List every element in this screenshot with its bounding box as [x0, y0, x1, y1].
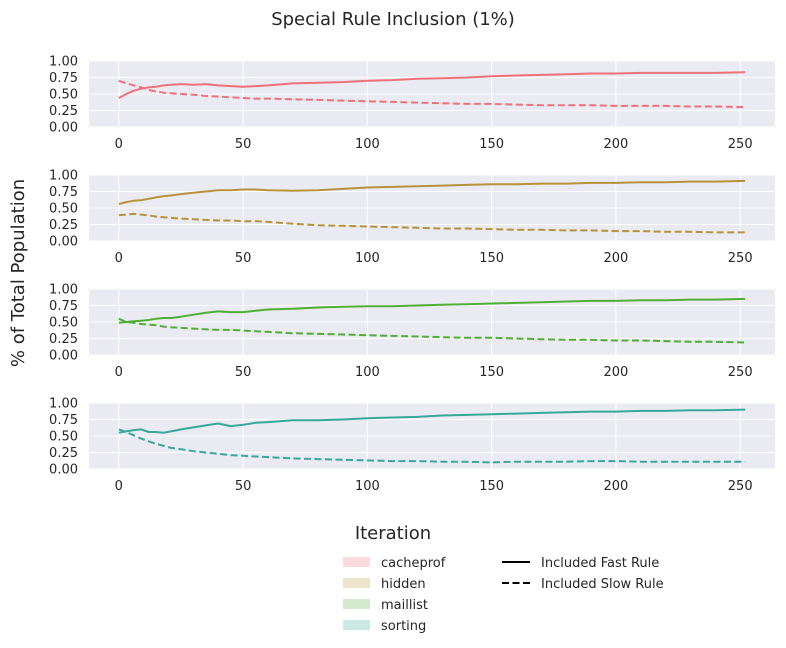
x-tick-label: 0 — [115, 251, 123, 266]
legend-style-dashed: Included Slow Rule — [502, 577, 664, 592]
y-tick-label: 0.75 — [49, 185, 78, 200]
x-tick-label: 50 — [235, 251, 252, 266]
legend-swatch — [343, 620, 370, 630]
y-tick-label: 0.00 — [49, 463, 78, 478]
legend-label: cacheprof — [381, 556, 446, 571]
panel-cacheprof: 0.00 0.250.50 0.751.00 0 50 100 150 200 250 — [49, 55, 775, 152]
y-tick-label: 1.00 — [49, 169, 78, 184]
x-tick-label: 200 — [604, 479, 629, 494]
panel-hidden: 0.00 0.250.50 0.751.00 0 50 100 150 200 250 — [49, 169, 775, 266]
panel-maillist: 0.00 0.250.50 0.751.00 0 50 100 150 200 250 — [49, 283, 775, 380]
x-tick-label: 200 — [604, 137, 629, 152]
x-tick-label: 100 — [355, 251, 380, 266]
x-tick-label: 50 — [235, 137, 252, 152]
legend-style-solid: Included Fast Rule — [502, 556, 659, 571]
y-axis-label: % of Total Population — [8, 179, 29, 367]
y-tick-label: 0.25 — [49, 332, 78, 347]
y-tick-label: 0.00 — [49, 121, 78, 136]
y-tick-label: 0.25 — [49, 104, 78, 119]
legend-label: sorting — [381, 619, 426, 634]
legend-swatch — [343, 578, 370, 588]
legend-swatch — [343, 599, 370, 609]
x-tick-label: 100 — [355, 365, 380, 380]
legend-item-maillist: maillist — [343, 598, 428, 613]
legend-item-cacheprof: cacheprof — [343, 556, 446, 571]
y-tick-label: 0.25 — [49, 446, 78, 461]
series-line-cacheprof-dashed — [118, 79, 746, 109]
y-tick-label: 1.00 — [49, 397, 78, 412]
x-tick-label: 250 — [728, 479, 753, 494]
series-line-sorting-solid — [118, 408, 746, 434]
legend-item-sorting: sorting — [343, 619, 426, 634]
y-tick-label: 0.50 — [49, 88, 78, 103]
x-axis-label: Iteration — [355, 523, 431, 544]
x-tick-label: 100 — [355, 479, 380, 494]
x-tick-label: 0 — [115, 137, 123, 152]
series-line-hidden-dashed — [118, 212, 746, 234]
chart-panels: 0.000.250.500.751.000 50 100 150 200 2500.000… — [49, 55, 775, 494]
panel-sorting: 0.00 0.250.50 0.751.00 0 50 100 150 200 250 — [49, 397, 775, 494]
x-tick-label: 0 — [115, 365, 123, 380]
series-line-maillist-dashed — [118, 317, 746, 344]
x-tick-label: 150 — [479, 137, 504, 152]
x-tick-label: 50 — [235, 479, 252, 494]
legend-label: maillist — [381, 598, 428, 613]
series-line-hidden-solid — [118, 179, 746, 205]
legend-label: Included Fast Rule — [541, 556, 659, 571]
x-tick-label: 100 — [355, 137, 380, 152]
x-tick-label: 200 — [604, 251, 629, 266]
y-tick-label: 0.75 — [49, 299, 78, 314]
y-tick-label: 0.00 — [49, 235, 78, 250]
x-tick-label: 150 — [479, 251, 504, 266]
y-tick-label: 0.25 — [49, 218, 78, 233]
series-line-maillist-solid — [118, 297, 746, 324]
legend-label: hidden — [381, 577, 426, 592]
legend-swatch — [343, 557, 370, 567]
y-tick-label: 0.50 — [49, 316, 78, 331]
chart-title: Special Rule Inclusion (1%) — [271, 9, 515, 30]
y-tick-label: 0.50 — [49, 202, 78, 217]
legend: cacheprof hidden maillist sorting Included F… — [343, 556, 664, 634]
x-tick-label: 0 — [115, 479, 123, 494]
y-tick-label: 0.00 — [49, 349, 78, 364]
series-line-cacheprof-solid — [118, 71, 746, 99]
legend-item-hidden: hidden — [343, 577, 426, 592]
y-tick-label: 1.00 — [49, 283, 78, 298]
x-tick-label: 50 — [235, 365, 252, 380]
x-tick-label: 150 — [479, 365, 504, 380]
x-tick-label: 200 — [604, 365, 629, 380]
legend-label: Included Slow Rule — [541, 577, 664, 592]
x-tick-label: 150 — [479, 479, 504, 494]
x-tick-label: 250 — [728, 251, 753, 266]
x-tick-label: 250 — [728, 137, 753, 152]
series-line-sorting-dashed — [118, 428, 746, 464]
y-tick-label: 0.75 — [49, 413, 78, 428]
y-tick-label: 0.75 — [49, 71, 78, 86]
x-tick-label: 250 — [728, 365, 753, 380]
y-tick-label: 1.00 — [49, 55, 78, 70]
y-tick-label: 0.50 — [49, 430, 78, 445]
